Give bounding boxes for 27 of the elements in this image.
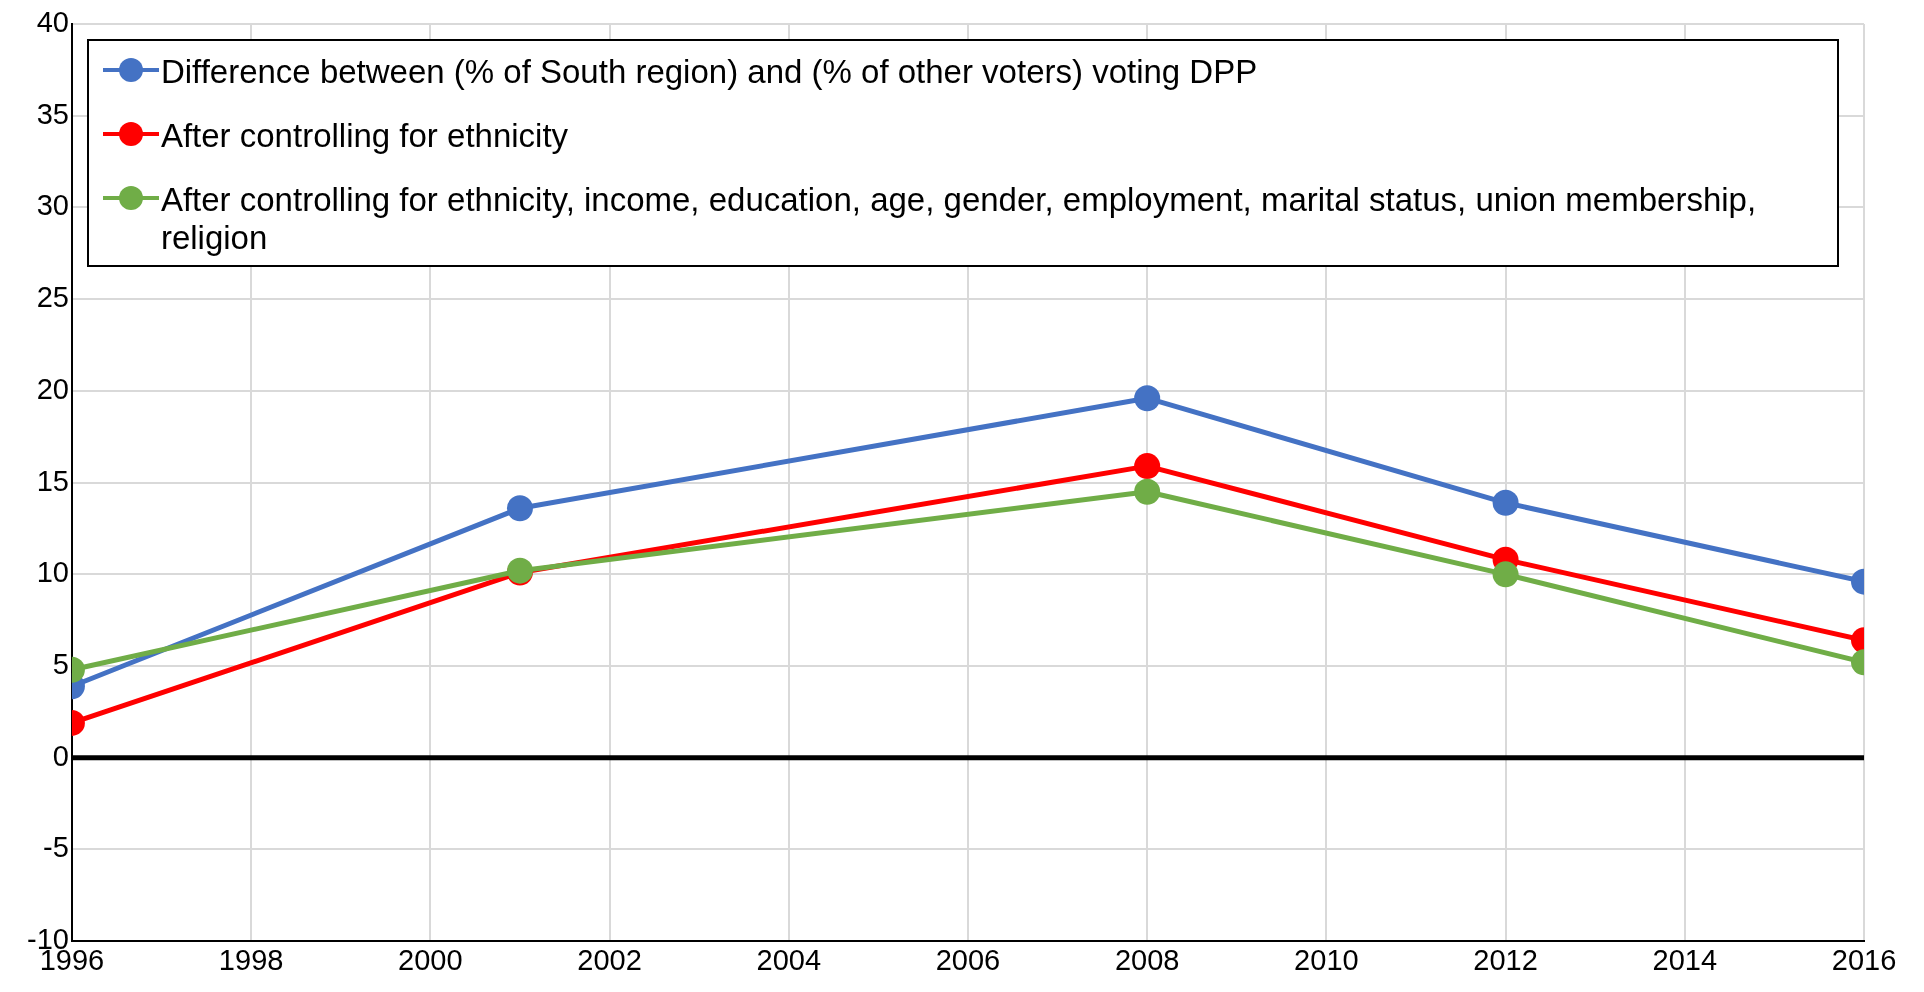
x-tick-label: 2016 bbox=[1831, 943, 1897, 976]
y-tick-label: 10 bbox=[36, 556, 69, 589]
y-tick-label: 30 bbox=[36, 189, 69, 222]
point bbox=[1492, 561, 1519, 588]
x-tick-label: 2008 bbox=[1114, 943, 1180, 976]
legend-label: Difference between (% of South region) and (% of other voters) voting DPP bbox=[160, 53, 1258, 91]
legend-label: After controlling for ethnicity, income, education, age, gender, employment, marital status, union membership, religion bbox=[160, 181, 1758, 257]
x-tick-label: 2002 bbox=[577, 943, 642, 976]
point bbox=[1134, 478, 1161, 505]
x-tick-label: 2012 bbox=[1473, 943, 1538, 976]
x-tick-label: 2004 bbox=[756, 943, 822, 976]
x-tick-label: 2000 bbox=[398, 943, 463, 976]
x-tick-label: 2006 bbox=[935, 943, 1001, 976]
y-tick-label: 5 bbox=[52, 648, 69, 681]
y-tick-label: 40 bbox=[36, 6, 69, 38]
x-tick-label: 2010 bbox=[1294, 943, 1359, 976]
y-tick-label: 0 bbox=[52, 739, 69, 772]
x-tick-label: 2014 bbox=[1652, 943, 1718, 976]
legend-label: After controlling for ethnicity bbox=[160, 117, 569, 155]
y-tick-label: -5 bbox=[43, 831, 69, 864]
point bbox=[1134, 385, 1161, 412]
y-tick-label: 15 bbox=[36, 464, 69, 497]
y-tick-label: 20 bbox=[36, 372, 69, 405]
y-tick-label: 35 bbox=[36, 97, 69, 130]
point bbox=[1492, 489, 1519, 516]
x-tick-label: 1998 bbox=[218, 943, 284, 976]
y-tick-label: 25 bbox=[36, 281, 69, 314]
